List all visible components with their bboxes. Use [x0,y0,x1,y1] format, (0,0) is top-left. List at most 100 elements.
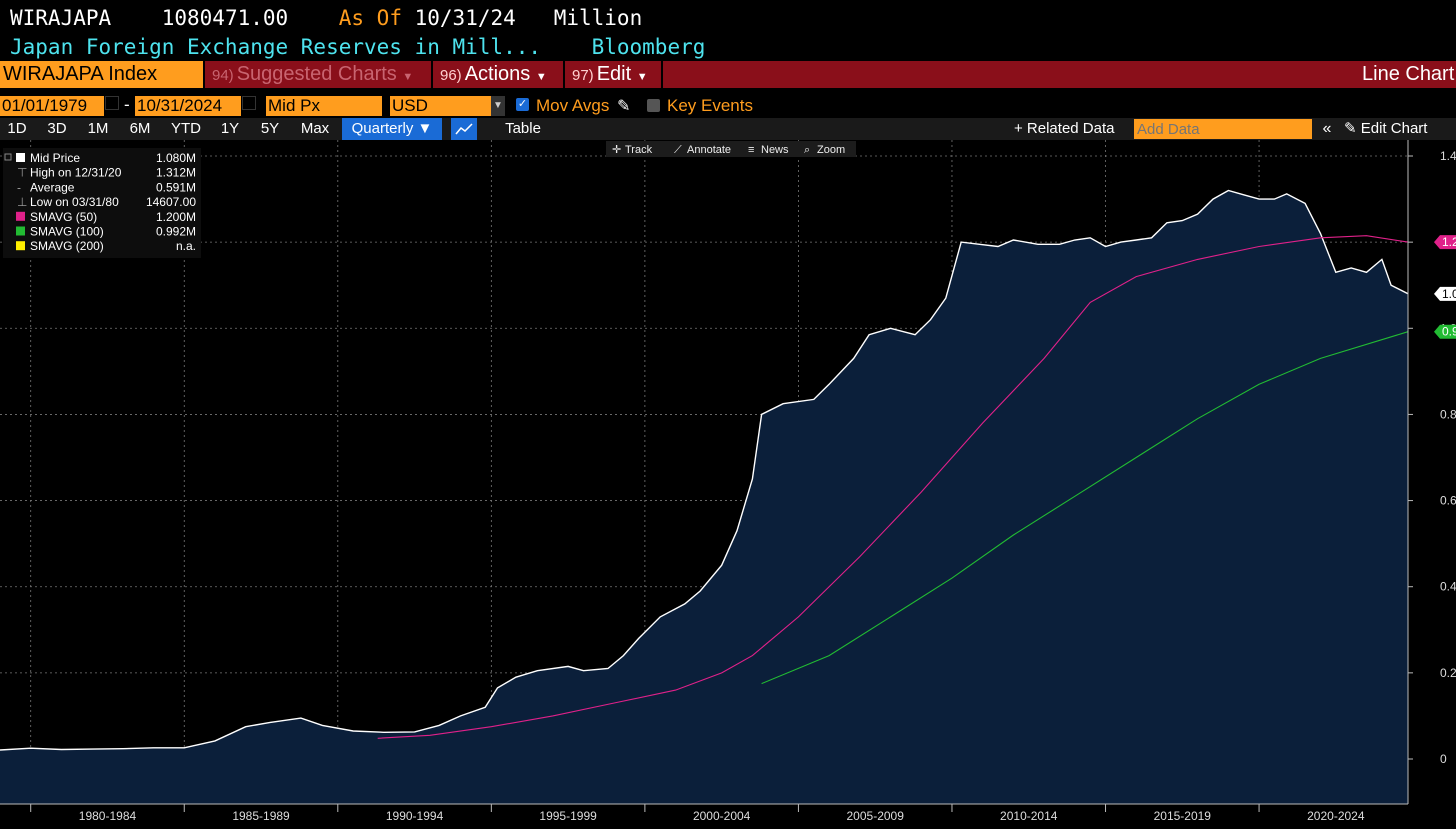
legend-swatch [16,241,25,251]
legend-value: 0.591M [156,180,196,194]
range-6m-button[interactable]: 6M [129,120,151,137]
legend-swatch [16,153,25,162]
x-tick-label: 1995-1999 [539,809,597,823]
legend-panel [3,148,201,258]
calendar-icon[interactable] [105,96,119,110]
units-label: Million [553,6,643,30]
actions-number: 96) [440,67,462,84]
annotate-icon: ⟋ [674,144,682,156]
range-1m-button[interactable]: 1M [87,120,109,137]
chart-tools[interactable]: ✛ Track ⟋ Annotate ≡ News ⌕ Zoom [606,141,856,157]
legend-label: SMAVG (100) [30,225,104,239]
range-5y-button[interactable]: 5Y [260,120,280,137]
field-selector[interactable]: Mid Px [266,96,382,116]
crosshair-icon: ✛ [612,144,621,156]
edit-number: 97) [572,67,594,84]
legend-label: SMAVG (50) [30,210,97,224]
menu-divider [431,61,433,88]
y-tick-label: 0.2 [1440,666,1456,680]
related-data-button[interactable]: + Related Data [1014,120,1115,137]
x-tick-label: 1980-1984 [79,809,137,823]
currency-selector[interactable]: USD [390,96,492,116]
end-value-label: 1.20 [1442,235,1456,249]
line-chart-icon[interactable] [451,118,477,140]
legend-swatch [16,211,25,221]
legend-value: 0.992M [156,225,196,239]
legend-collapse-icon [4,153,12,161]
average-icon: - [17,180,21,194]
key-events-label: Key Events [667,96,753,115]
chevron-down-icon: ▼ [636,71,648,83]
low-icon: ⊥ [17,195,27,209]
chevron-down-icon: ▼ [535,71,547,83]
end-value-marker [1434,286,1456,301]
chart-tools-bar [606,141,856,157]
chevron-down-icon: ▼ [402,71,414,83]
suggested-charts-menu[interactable]: 94) Suggested Charts ▼ [212,61,413,88]
actions-menu[interactable]: 96) Actions ▼ [440,61,547,88]
y-tick-label: 0 [1440,752,1447,766]
y-tick-label: 0.6 [1440,494,1456,508]
edit-label: Edit [596,63,632,85]
mov-avgs-label: Mov Avgs [536,96,610,115]
zoom-button[interactable]: Zoom [817,144,845,156]
news-button[interactable]: News [761,144,789,156]
as-of-date: 10/31/24 [414,6,516,30]
key-events-checkbox[interactable] [647,99,660,112]
actions-label: Actions [464,63,531,85]
pencil-icon[interactable]: ✎ [617,98,631,115]
line-chart[interactable]: 00.20.40.60.81.01.21.41980-19841985-1989… [0,140,1456,829]
ticker: WIRAJAPA [10,6,112,30]
edit-menu[interactable]: 97) Edit ▼ [572,61,648,88]
legend-value: 14607.00 [146,195,196,209]
x-tick-label: 1985-1989 [232,809,290,823]
y-tick-label: 0.8 [1440,407,1456,421]
x-tick-label: 2000-2004 [693,809,751,823]
series-line-0 [0,189,1409,751]
security-header: WIRAJAPA 1080471.00 As Of 10/31/24 Milli… [10,6,642,30]
suggested-charts-number: 94) [212,67,234,84]
legend-label: Mid Price [30,151,80,165]
range-max-button[interactable]: Max [300,120,330,137]
index-tab[interactable]: WIRAJAPA Index [0,61,203,88]
y-tick-label: 1.4 [1440,149,1456,163]
add-data-input[interactable] [1134,119,1312,139]
legend-label: High on 12/31/20 [30,166,122,180]
x-tick-label: 2010-2014 [1000,809,1058,823]
calendar-icon[interactable] [242,96,256,110]
series-area-0 [0,190,1408,804]
chevron-down-icon[interactable]: ▼ [491,96,505,116]
start-date-field[interactable]: 01/01/1979 [0,96,104,116]
mov-avgs-checkbox[interactable]: ✓ [516,98,529,111]
range-ytd-button[interactable]: YTD [171,120,201,137]
chart-legend: Mid Price 1.080M ⊤ High on 12/31/20 1.312M - A… [3,148,201,258]
range-3d-button[interactable]: 3D [47,120,67,137]
x-tick-label: 2020-2024 [1307,809,1365,823]
legend-label: Low on 03/31/80 [30,195,119,209]
collapse-icon[interactable]: « [1322,120,1332,137]
series-line-2 [761,331,1409,685]
y-tick-label: 0.4 [1440,580,1456,594]
period-selector[interactable]: Quarterly ▼ [342,118,442,140]
legend-label: Average [30,180,75,194]
table-button[interactable]: Table [505,120,541,137]
track-button[interactable]: Track [625,144,653,156]
x-tick-label: 1990-1994 [386,809,444,823]
range-1y-button[interactable]: 1Y [220,120,240,137]
end-date-field[interactable]: 10/31/2024 [135,96,241,116]
edit-chart-button[interactable]: ✎ Edit Chart [1344,118,1456,140]
range-1d-button[interactable]: 1D [7,120,27,137]
news-icon: ≡ [748,144,754,156]
edit-chart-label: Edit Chart [1360,120,1428,137]
legend-value: 1.312M [156,166,196,180]
last-value: 1080471.00 [161,6,289,30]
date-separator: - [124,95,130,114]
chart-series [0,189,1409,804]
period-label: Quarterly [351,120,414,137]
high-icon: ⊤ [17,166,27,180]
menu-divider [203,61,205,88]
view-title: Line Chart [1362,63,1455,85]
annotate-button[interactable]: Annotate [687,144,731,156]
chevron-down-icon: ▼ [417,120,433,137]
menu-divider [563,61,565,88]
